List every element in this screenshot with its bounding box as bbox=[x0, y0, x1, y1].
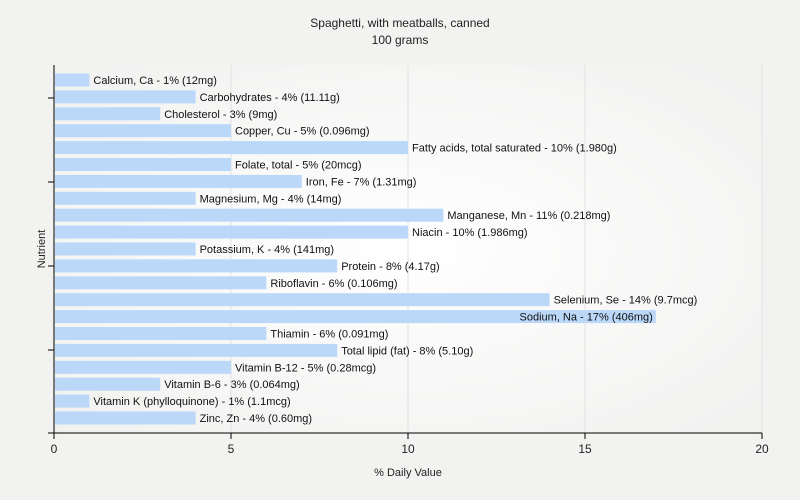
bar-calcium-ca bbox=[55, 73, 90, 87]
bar-label: Manganese, Mn - 11% (0.218mg) bbox=[447, 210, 610, 222]
bar-folate-total bbox=[55, 158, 231, 171]
bars: Calcium, Ca - 1% (12mg) Carbohydrates - 4… bbox=[55, 73, 698, 425]
chart-subtitle: 100 grams bbox=[372, 33, 429, 47]
bar-magnesium-mg bbox=[55, 191, 196, 205]
bar-selenium-se bbox=[55, 293, 550, 307]
bar-iron-fe bbox=[55, 174, 302, 188]
x-tick-label-0: 0 bbox=[51, 442, 58, 456]
bar-label: Potassium, K - 4% (141mg) bbox=[200, 244, 335, 256]
bar-label: Cholesterol - 3% (9mg) bbox=[164, 109, 277, 121]
bar-label: Vitamin K (phylloquinone) - 1% (1.1mcg) bbox=[93, 396, 290, 408]
bar-label: Vitamin B-12 - 5% (0.28mcg) bbox=[235, 362, 376, 374]
bar-label: Thiamin - 6% (0.091mg) bbox=[270, 329, 388, 341]
bar-cholesterol bbox=[55, 107, 161, 121]
y-axis-title: Nutrient bbox=[36, 230, 48, 269]
x-tick-label-10: 10 bbox=[401, 442, 415, 456]
chart-title: Spaghetti, with meatballs, canned bbox=[310, 16, 489, 30]
bar-label: Iron, Fe - 7% (1.31mg) bbox=[306, 176, 417, 188]
bar-copper-cu bbox=[55, 124, 231, 138]
x-tick-label-5: 5 bbox=[228, 442, 235, 456]
bar-label: Sodium, Na - 17% (406mg) bbox=[520, 312, 653, 324]
bar-total-lipid-fat bbox=[55, 343, 338, 357]
bar-carbohydrates bbox=[55, 90, 196, 104]
bar-vitamin-b-6 bbox=[55, 377, 161, 391]
bar-label: Magnesium, Mg - 4% (14mg) bbox=[200, 193, 342, 205]
x-axis-title: % Daily Value bbox=[374, 467, 442, 479]
x-tick-label-20: 20 bbox=[755, 442, 769, 456]
bar-vitamin-b-12 bbox=[55, 360, 231, 374]
bar-fatty-acids-total-saturated bbox=[55, 141, 408, 155]
bar-zinc-zn bbox=[55, 411, 196, 425]
bar-niacin bbox=[55, 225, 408, 239]
bar-label: Zinc, Zn - 4% (0.60mg) bbox=[200, 413, 312, 425]
bar-thiamin bbox=[55, 327, 267, 340]
bar-label: Carbohydrates - 4% (11.11g) bbox=[200, 92, 340, 104]
bar-label: Calcium, Ca - 1% (12mg) bbox=[93, 75, 216, 87]
bar-protein bbox=[55, 259, 338, 273]
x-tick-label-15: 15 bbox=[578, 442, 592, 456]
bar-label: Niacin - 10% (1.986mg) bbox=[412, 227, 528, 239]
bar-potassium-k bbox=[55, 242, 196, 256]
axes: 0 5 10 15 20 bbox=[48, 65, 769, 456]
bar-label: Total lipid (fat) - 8% (5.10g) bbox=[341, 345, 473, 357]
bar-vitamin-k-phylloquinone bbox=[55, 394, 90, 408]
bar-label: Fatty acids, total saturated - 10% (1.98… bbox=[412, 143, 617, 155]
bar-label: Riboflavin - 6% (0.106mg) bbox=[270, 278, 397, 290]
bar-sodium-na bbox=[55, 310, 656, 324]
bar-riboflavin bbox=[55, 276, 267, 290]
bar-label: Protein - 8% (4.17g) bbox=[341, 261, 439, 273]
bar-manganese-mn bbox=[55, 208, 444, 222]
bar-label: Vitamin B-6 - 3% (0.064mg) bbox=[164, 379, 300, 391]
bar-label: Copper, Cu - 5% (0.096mg) bbox=[235, 126, 370, 138]
bar-label: Folate, total - 5% (20mcg) bbox=[235, 160, 362, 172]
bar-label: Selenium, Se - 14% (9.7mcg) bbox=[554, 295, 698, 307]
